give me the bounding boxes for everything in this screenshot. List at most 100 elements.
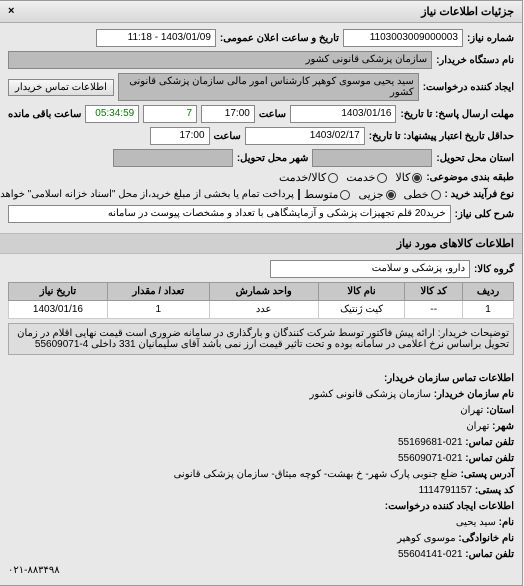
desc-field: خرید20 قلم تجهیزات پزشکی و آزمایشگاهی با… [9, 205, 452, 223]
radio-partial-label: جزیی [359, 188, 384, 201]
th-code: کد کالا [406, 283, 464, 301]
buyer-org-field: سازمان پزشکی قانونی کشور [9, 51, 433, 69]
row-creator: ایجاد کننده درخواست: سید یحیی موسوی کوهپ… [9, 73, 515, 101]
payment-checkbox[interactable] [299, 189, 301, 200]
radio-medium-label: متوسط [305, 188, 340, 201]
org-value: سازمان پزشکی قانونی کشور [311, 389, 432, 400]
validity-time-label: ساعت [215, 131, 242, 142]
contact-phone-row: تلفن تماس: 021-55169681 [9, 435, 515, 451]
radio-linear[interactable]: خطی [405, 188, 442, 201]
contact-city-row: شهر: تهران [9, 419, 515, 435]
validity-label: حداقل تاریخ اعتبار پیشنهاد: تا تاریخ: [370, 131, 515, 142]
radio-partial[interactable]: جزیی [359, 188, 396, 201]
main-form: شماره نیاز: 1103003009000003 تاریخ و ساع… [1, 23, 523, 233]
announce-date-label: تاریخ و ساعت اعلان عمومی: [221, 33, 340, 44]
creator-field: سید یحیی موسوی کوهپر کارشناس امور مالی س… [119, 73, 420, 101]
radio-khedmat-label: خدمت [347, 171, 376, 184]
validity-time-field: 17:00 [151, 127, 211, 145]
window-header: × جزئیات اطلاعات نیاز [1, 1, 523, 23]
row-deadline: مهلت ارسال پاسخ: تا تاریخ: 1403/01/16 سا… [9, 105, 515, 123]
table-row[interactable]: 1 -- کیت ژنتیک عدد 1 1403/01/16 [10, 301, 515, 319]
radio-both-label: کالا/خدمت [280, 171, 327, 184]
row-buyer-org: نام دستگاه خریدار: سازمان پزشکی قانونی ک… [9, 51, 515, 69]
radio-kala-label: کالا [396, 171, 411, 184]
purchase-type-label: نوع فرآیند خرید : [446, 189, 515, 200]
radio-both[interactable]: کالا/خدمت [280, 171, 339, 184]
radio-dot-icon [341, 190, 351, 200]
delivery-city2-label: شهر محل تحویل: [238, 153, 310, 164]
request-no-label: شماره نیاز: [468, 33, 515, 44]
validity-date-field: 1403/02/17 [246, 127, 366, 145]
goods-section-bar: اطلاعات کالاهای مورد نیاز [1, 233, 523, 254]
address-label: آدرس پستی: [462, 469, 515, 480]
buyer-notes: توضیحات خریدار: ارائه پیش فاکتور توسط شر… [9, 323, 515, 355]
desc-label: شرح کلی نیاز: [456, 209, 515, 220]
creator-lastname-row: نام خانوادگی: موسوی کوهپر [9, 531, 515, 547]
radio-kala[interactable]: کالا [396, 171, 423, 184]
remaining-label: ساعت باقی مانده [9, 109, 82, 120]
phone-label: تلفن تماس: [466, 437, 515, 448]
contact-org-row: نام سازمان خریدار: سازمان پزشکی قانونی ک… [9, 387, 515, 403]
contact-fax-row: تلفن تماس: 021-55609071 [9, 451, 515, 467]
province-label: استان: [487, 405, 515, 416]
radio-dot-icon [413, 173, 423, 183]
announce-date-field: 1403/01/09 - 11:18 [97, 29, 217, 47]
close-icon[interactable]: × [9, 5, 15, 17]
deadline-date-field: 1403/01/16 [291, 105, 397, 123]
fax-value: 021-55609071 [399, 453, 464, 464]
creator-phone-row: تلفن تماس: 021-55604141 [9, 547, 515, 563]
packaging-radio-group: کالا خدمت کالا/خدمت [280, 171, 423, 184]
th-date: تاریخ نیاز [10, 283, 109, 301]
td-name: کیت ژنتیک [319, 301, 406, 319]
lastname-label: نام خانوادگی: [459, 533, 515, 544]
window-title: جزئیات اطلاعات نیاز [422, 6, 515, 18]
group-label: گروه کالا: [475, 264, 515, 275]
radio-khedmat[interactable]: خدمت [347, 171, 388, 184]
goods-form: گروه کالا: دارو، پزشکی و سلامت ردیف کد ک… [1, 254, 523, 365]
footer-phone: ۰۲۱-۸۸۳۴۹۸ [9, 563, 515, 579]
goods-table: ردیف کد کالا نام کالا واحد شمارش تعداد /… [9, 282, 515, 319]
radio-dot-icon [378, 173, 388, 183]
deadline-time-field: 17:00 [202, 105, 256, 123]
contact-info-button[interactable]: اطلاعات تماس خریدار [9, 79, 115, 96]
th-qty: تعداد / مقدار [108, 283, 210, 301]
row-validity: حداقل تاریخ اعتبار پیشنهاد: تا تاریخ: 14… [9, 127, 515, 145]
delivery-province-field [313, 149, 433, 167]
row-request-no: شماره نیاز: 1103003009000003 تاریخ و ساع… [9, 29, 515, 47]
radio-medium[interactable]: متوسط [305, 188, 352, 201]
notes-text: ارائه پیش فاکتور توسط شرکت کنندگان و بار… [18, 328, 510, 350]
days-remaining-field: 7 [144, 105, 198, 123]
lastname-value: موسوی کوهپر [398, 533, 456, 544]
contact-postal-row: کد پستی: 1114791157 [9, 483, 515, 499]
creator-phone-label: تلفن تماس: [466, 549, 515, 560]
fax-label: تلفن تماس: [466, 453, 515, 464]
org-label: نام سازمان خریدار: [435, 389, 515, 400]
creator-name-row: نام: سید یحیی [9, 515, 515, 531]
row-delivery-city: استان محل تحویل: شهر محل تحویل: [9, 149, 515, 167]
creator-phone-value: 021-55604141 [399, 549, 464, 560]
th-row: ردیف [464, 283, 515, 301]
province-value: تهران [461, 405, 484, 416]
details-window: × جزئیات اطلاعات نیاز شماره نیاز: 110300… [0, 0, 524, 586]
contact-address-row: آدرس پستی: ضلع جنوبی پارک شهر- خ بهشت- ک… [9, 467, 515, 483]
contact-title: اطلاعات تماس سازمان خریدار: [9, 371, 515, 387]
delivery-city-label: استان محل تحویل: [437, 153, 515, 164]
td-code: -- [406, 301, 464, 319]
notes-label: توضیحات خریدار: [439, 328, 510, 339]
radio-linear-label: خطی [405, 188, 430, 201]
radio-dot-icon [387, 190, 397, 200]
phone-value: 021-55169681 [399, 437, 464, 448]
name-value: سید یحیی [457, 517, 497, 528]
td-unit: عدد [210, 301, 319, 319]
creator-section-title: اطلاعات ایجاد کننده درخواست: [9, 499, 515, 515]
delivery-city-field [114, 149, 234, 167]
packaging-label: طبقه بندی موضوعی: [427, 172, 515, 183]
td-qty: 1 [108, 301, 210, 319]
deadline-label: مهلت ارسال پاسخ: تا تاریخ: [401, 109, 515, 120]
contact-province-row: استان: تهران [9, 403, 515, 419]
group-field: دارو، پزشکی و سلامت [271, 260, 471, 278]
row-purchase-type: نوع فرآیند خرید : خطی جزیی متوسط پرداخت … [9, 188, 515, 201]
deadline-time-label: ساعت [260, 109, 287, 120]
td-date: 1403/01/16 [10, 301, 109, 319]
payment-note: پرداخت تمام یا بخشی از مبلغ خرید،از محل … [0, 189, 295, 200]
